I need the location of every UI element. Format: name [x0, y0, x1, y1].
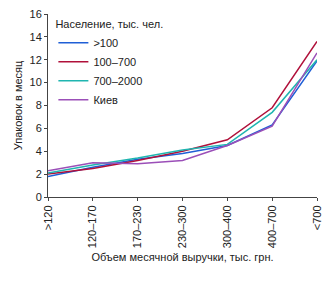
- svg-text:120–170: 120–170: [86, 205, 98, 248]
- svg-text:8: 8: [36, 99, 42, 111]
- svg-text:16: 16: [30, 8, 42, 20]
- svg-text:Объем месячной выручки, тыс. г: Объем месячной выручки, тыс. грн.: [91, 251, 273, 263]
- svg-text:230–300: 230–300: [176, 205, 188, 248]
- svg-text:<700: <700: [311, 205, 323, 230]
- svg-text:14: 14: [30, 31, 42, 43]
- svg-text:100–700: 100–700: [93, 56, 136, 68]
- svg-text:0: 0: [36, 191, 42, 203]
- svg-text:300–400: 300–400: [221, 205, 233, 248]
- svg-text:Киев: Киев: [93, 94, 118, 106]
- svg-text:2: 2: [36, 168, 42, 180]
- svg-text:4: 4: [36, 145, 42, 157]
- svg-text:Население, тыс. чел.: Население, тыс. чел.: [55, 18, 163, 30]
- svg-text:700–2000: 700–2000: [93, 75, 142, 87]
- svg-text:>100: >100: [93, 37, 118, 49]
- svg-text:6: 6: [36, 122, 42, 134]
- svg-text:>120: >120: [42, 205, 54, 230]
- svg-text:Упаковок в месяц: Упаковок в месяц: [12, 60, 24, 150]
- svg-text:170–230: 170–230: [131, 205, 143, 248]
- svg-text:12: 12: [30, 54, 42, 66]
- svg-text:10: 10: [30, 76, 42, 88]
- svg-text:400–700: 400–700: [266, 205, 278, 248]
